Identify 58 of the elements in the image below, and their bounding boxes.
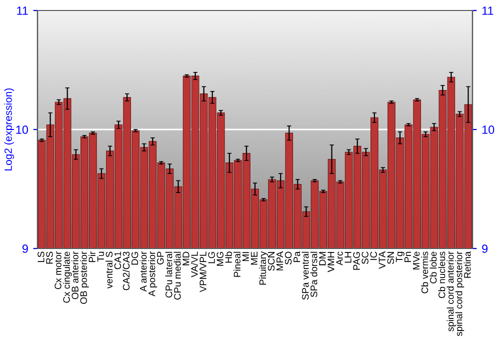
x-tick-label: A anterior bbox=[140, 251, 147, 292]
x-tick-label: Pn bbox=[404, 252, 411, 262]
x-tick-label: VMH bbox=[328, 252, 334, 272]
x-tick-label: VTA bbox=[378, 251, 386, 269]
x-tick-label: ventral S bbox=[106, 252, 113, 289]
x-tick-label: DG bbox=[131, 252, 138, 265]
y-tick-label: 11 bbox=[17, 6, 28, 15]
y2-tick-label: 10 bbox=[482, 126, 494, 134]
x-tick-label: Cx motor bbox=[54, 251, 62, 290]
x-tick-label: PAG bbox=[353, 252, 360, 270]
x-tick-label: LG bbox=[208, 252, 215, 264]
x-tick-label: CPu medial bbox=[174, 252, 181, 300]
x-tick-label: Cb lobe bbox=[430, 252, 437, 284]
x-tick-label: SCN bbox=[268, 252, 275, 271]
x-tick-label: SC bbox=[362, 252, 368, 264]
x-tick-label: VPM/VPL bbox=[199, 252, 206, 292]
x-tick-label: GP bbox=[157, 252, 164, 264]
x-tick-label: A posterior bbox=[148, 251, 158, 296]
x-tick-label: ME bbox=[250, 252, 258, 265]
x-tick-label: OB anterior bbox=[71, 251, 78, 300]
x-tick-label: Retina bbox=[464, 251, 471, 278]
y2-tick-label: 9 bbox=[482, 244, 488, 253]
x-tick-label: Hb bbox=[225, 252, 232, 263]
x-tick-label: Tu bbox=[97, 252, 104, 262]
x-tick-label: CA2/CA3 bbox=[122, 252, 130, 290]
x-tick-label: Cb vermis bbox=[421, 252, 428, 294]
x-tick-label: SO bbox=[284, 252, 292, 264]
x-tick-label: CPu lateral bbox=[165, 252, 172, 298]
x-tick-label: Pituitary bbox=[259, 251, 268, 285]
x-tick-label: RS bbox=[46, 252, 53, 264]
x-tick-label: VA/VL bbox=[190, 252, 198, 278]
x-tick-label: SN bbox=[387, 252, 394, 264]
x-tick-label: DM bbox=[319, 252, 326, 266]
y-tick-label: 9 bbox=[22, 244, 28, 253]
x-tick-label: Tg bbox=[396, 252, 404, 262]
x-tick-label: LH bbox=[344, 252, 352, 263]
y-tick-label: 10 bbox=[16, 126, 28, 134]
x-tick-label: MI bbox=[242, 252, 249, 261]
x-tick-label: SPa ventral bbox=[302, 252, 309, 300]
x-tick-label: OB posterior bbox=[80, 251, 89, 304]
x-tick-label: CA1 bbox=[114, 252, 122, 270]
y-axis-title: Log2 (expression) bbox=[4, 88, 14, 170]
x-tick-label: MPA bbox=[276, 251, 284, 270]
x-tick-label: spinal cord anterior bbox=[446, 251, 456, 332]
x-tick-label: SPa dorsal bbox=[310, 252, 318, 298]
x-tick-label: MD bbox=[182, 252, 190, 266]
y2-tick-label: 11 bbox=[482, 6, 494, 15]
x-tick-label: MVe bbox=[413, 252, 420, 270]
x-tick-label: MG bbox=[216, 252, 224, 266]
x-tick-label: Pir bbox=[88, 251, 96, 262]
x-tick-label: Cb nucleus bbox=[438, 252, 446, 298]
x-tick-label: LS bbox=[38, 252, 44, 262]
x-tick-label: Pineal bbox=[234, 252, 240, 277]
x-tick-label: spinal cord posterior bbox=[455, 251, 464, 336]
x-tick-label: IC bbox=[370, 252, 377, 260]
x-tick-label: Cx cingulate bbox=[62, 252, 72, 303]
x-tick-label: Arc bbox=[336, 252, 343, 266]
x-tick-label: Pa bbox=[294, 251, 300, 262]
